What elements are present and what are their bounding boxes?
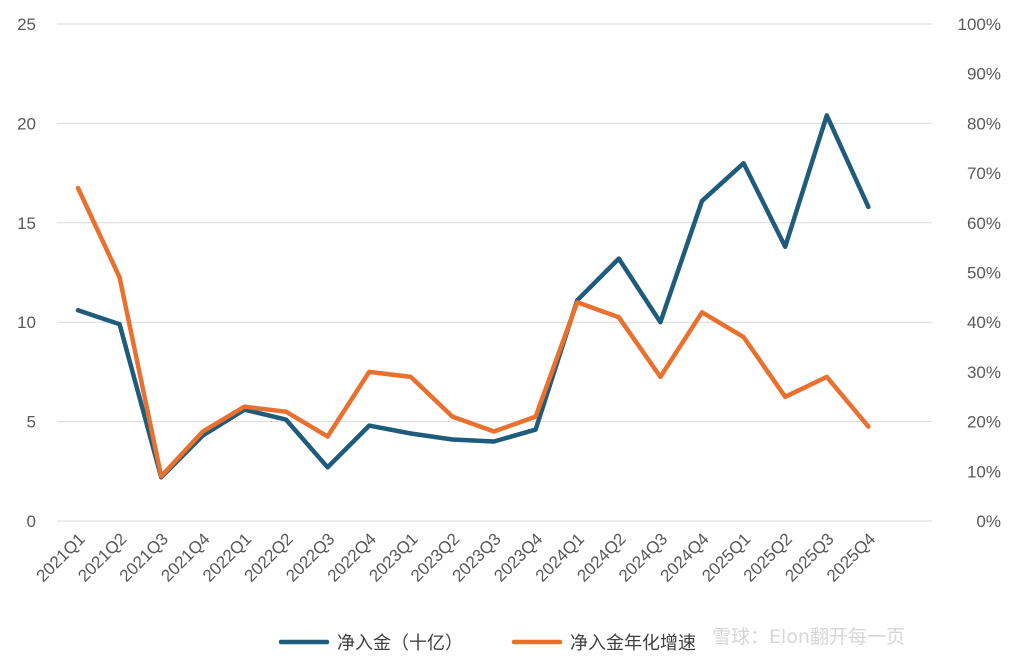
left-tick-label: 5 [27,413,36,432]
data-point [783,244,788,249]
data-point [575,300,580,305]
right-tick-label: 80% [967,114,1001,133]
data-point [117,322,122,327]
data-point [284,409,288,414]
data-point [492,439,496,444]
left-tick-label: 15 [17,214,36,233]
right-tick-label: 20% [967,413,1001,432]
right-tick-label: 50% [967,264,1001,283]
right-tick-label: 30% [967,363,1001,382]
data-point [76,308,80,313]
x-axis: 2021Q12021Q22021Q32021Q42022Q12022Q22022… [33,529,880,585]
series-line [75,185,871,479]
data-point [616,315,621,320]
right-tick-label: 10% [967,462,1001,481]
data-point [700,198,704,203]
legend-label: 净入金年化增速 [570,633,696,654]
right-tick-label: 70% [967,164,1001,183]
data-point [450,414,455,419]
data-point [242,404,247,409]
series-line [75,113,871,480]
gridlines [57,23,932,522]
data-point [616,256,621,261]
data-point [866,424,871,429]
data-point [117,275,122,280]
data-point [367,423,372,428]
data-point [492,429,496,434]
data-point [783,394,788,399]
data-point [367,369,372,374]
legend: 净入金（十亿） 净入金年化增速 [278,633,696,654]
data-point [284,417,288,422]
right-tick-label: 40% [967,313,1001,332]
left-tick-label: 0 [27,512,36,531]
right-tick-label: 100% [958,15,1001,34]
left-tick-label: 10 [17,313,36,332]
data-point [408,431,413,436]
data-point [658,320,663,325]
data-point [824,113,829,118]
data-point [450,437,455,442]
right-tick-label: 90% [967,65,1001,84]
left-y-axis: 0 5 10 15 20 25 [17,15,36,531]
data-point [76,186,80,190]
right-tick-label: 60% [967,214,1001,233]
data-point [325,434,330,439]
data-point [159,474,164,479]
series-lines [75,113,871,480]
data-point [408,374,413,379]
left-tick-label: 25 [17,15,36,34]
left-tick-label: 20 [17,114,36,133]
right-tick-label: 0% [976,512,1001,531]
data-point [741,161,746,166]
data-point [741,335,746,340]
data-point [866,204,871,209]
data-point [700,310,704,315]
data-point [658,374,663,379]
legend-label: 净入金（十亿） [337,633,463,654]
data-point [200,429,205,434]
right-y-axis: 0% 10% 20% 30% 40% 50% 60% 70% 80% 90% 100% [958,15,1001,531]
data-point [824,374,829,379]
data-point [325,465,330,470]
watermark-text: 雪球：Elon翻开每一页 [712,626,905,648]
data-point [533,414,538,419]
data-point [533,427,538,432]
